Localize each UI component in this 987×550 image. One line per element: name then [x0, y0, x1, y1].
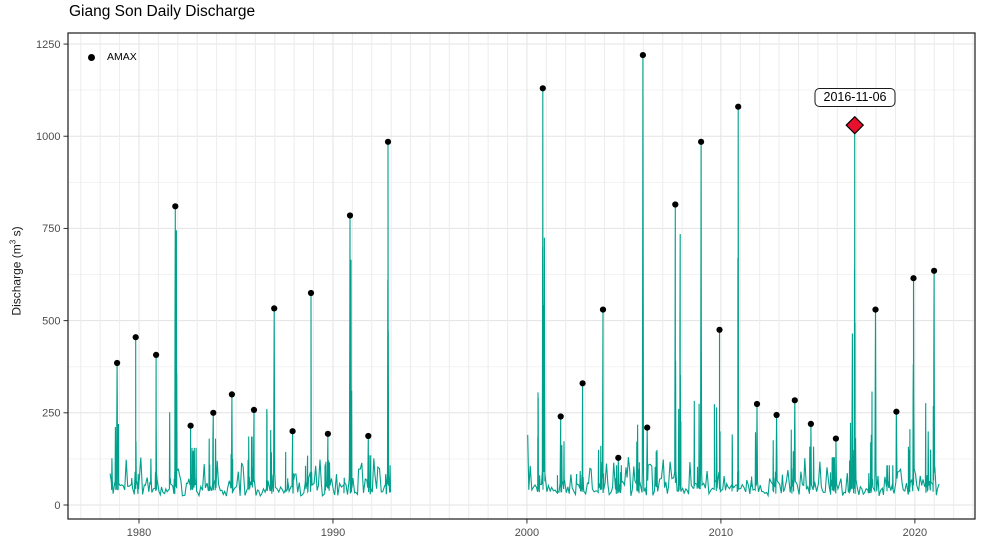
amax-points — [114, 52, 938, 461]
amax-point — [753, 400, 761, 408]
y-tick-label: 1250 — [36, 39, 60, 51]
amax-point — [271, 305, 278, 312]
y-tick-label: 750 — [42, 223, 60, 235]
amax-point — [210, 409, 217, 416]
chart-title: Giang Son Daily Discharge — [69, 3, 256, 20]
y-tick-label: 500 — [42, 315, 60, 327]
x-tick-label: 1990 — [321, 527, 345, 539]
amax-point — [579, 380, 586, 387]
panel-border — [67, 32, 976, 520]
legend-label-amax: AMAX — [107, 51, 137, 63]
amax-point — [872, 306, 879, 313]
amax-point — [557, 413, 564, 420]
x-tick-label: 2020 — [903, 527, 927, 539]
amax-point — [832, 435, 840, 442]
amax-point — [791, 397, 798, 404]
amax-point — [384, 138, 392, 145]
amax-point — [187, 422, 194, 429]
y-tick-label: 0 — [54, 500, 60, 512]
highlight-date-label: 2016-11-06 — [814, 88, 896, 107]
y-tick-label: 250 — [42, 408, 60, 420]
amax-point — [716, 326, 723, 333]
amax-point — [228, 391, 235, 398]
amax-point — [539, 85, 546, 92]
x-tick-label: 2010 — [709, 527, 733, 539]
amax-point — [910, 275, 917, 282]
amax-point — [365, 432, 372, 440]
legend: AMAX — [88, 51, 137, 63]
amax-point — [289, 428, 296, 435]
y-tick-label: 1000 — [36, 131, 60, 143]
amax-point — [644, 424, 651, 431]
discharge-line — [527, 55, 940, 498]
amax-point — [807, 420, 815, 427]
amax-point — [698, 138, 705, 145]
amax-point — [672, 201, 679, 208]
amax-point — [172, 203, 179, 210]
amax-point — [324, 430, 331, 437]
discharge-line — [109, 141, 392, 498]
amax-point — [250, 406, 258, 413]
amax-point — [615, 454, 622, 461]
amax-point — [599, 306, 607, 313]
axis-tick-labels: 1980 1990 2000 2010 2020 0 250 500 750 1000 1250 — [36, 39, 927, 539]
x-tick-label: 1980 — [127, 527, 151, 539]
amax-point — [931, 267, 938, 274]
gridlines — [68, 33, 975, 519]
amax-point — [893, 408, 900, 415]
axis-ticks — [63, 43, 916, 524]
amax-point — [773, 411, 780, 419]
amax-point — [307, 289, 315, 297]
highlight-diamond-marker[interactable] — [845, 115, 865, 135]
amax-point — [114, 359, 121, 367]
amax-point — [735, 103, 742, 110]
amax-point — [153, 351, 160, 358]
x-tick-label: 2000 — [515, 527, 539, 539]
amax-point — [639, 52, 647, 59]
amax-point — [346, 212, 354, 219]
amax-point — [132, 334, 139, 341]
amax-point-icon — [88, 53, 95, 61]
